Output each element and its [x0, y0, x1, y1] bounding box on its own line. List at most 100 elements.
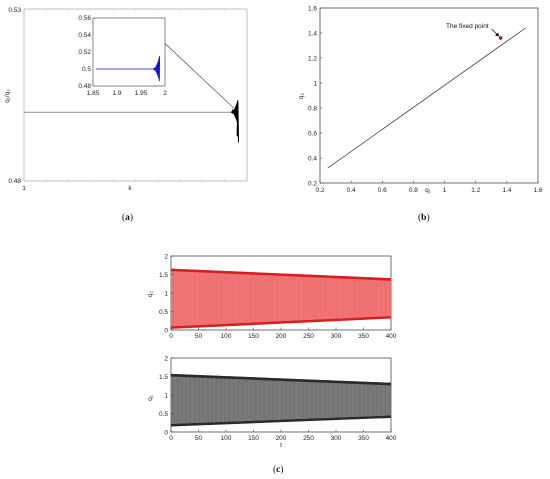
chart-c-bottom-xlabel: t [280, 442, 282, 449]
chart-c-bottom-band [171, 373, 391, 424]
chart-c-top-xtick-label: 400 [386, 333, 397, 340]
panel-label-part: ( [273, 464, 276, 475]
chart-a-ylabel: q₁/q₂ [4, 89, 11, 103]
chart-a-inset: 0.56 0.54 0.52 0.5 0.481.85 1.9 1.95 2 [78, 15, 237, 113]
chart-c-bottom-xtick-label: 100 [221, 435, 232, 442]
chart-b-frame [319, 7, 539, 184]
chart-b-panel-label: (b) [418, 212, 430, 223]
chart-c-bottom-plot: 0 50 100 150 200 250 300 350 400 0 0.5 1 1.5 2 [159, 355, 397, 442]
chart-b-xtick-label: 0.6 [378, 187, 387, 194]
chart-c-bottom-band-hatch [170, 373, 391, 424]
panel-label-part: ) [130, 212, 133, 223]
chart-c-bottom-xtick-label: 350 [358, 435, 369, 442]
chart-a-inset-ytick-label: 0.5 [82, 66, 91, 73]
chart-a-inset-connector [164, 43, 237, 111]
chart-a: 0.530.481 0.560.540.520.50.481.85 1.9 1.95… [4, 7, 248, 223]
chart-c-top-xtick-label: 300 [331, 333, 342, 340]
chart-a-inset-xtick-label: 1.9 [112, 90, 121, 97]
chart-c-panel-label: (c) [273, 464, 284, 475]
chart-c-bottom-ytick-label: 1 [164, 392, 168, 399]
chart-a-inset-ytick-label: 0.52 [78, 49, 91, 56]
chart-b-ytick-label: 1.6 [308, 5, 317, 12]
panel-label-part: ( [122, 212, 125, 223]
chart-b-xtick-label: 0.4 [347, 187, 356, 194]
chart-a-inset-ytick-label: 0.48 [78, 83, 91, 90]
chart-c-top-ytick-label: 1.5 [159, 272, 168, 279]
panel-label-part: ( [418, 212, 421, 223]
chart-a-ytick-label: 0.48 [8, 178, 21, 185]
chart-a-ytick-label: 0.53 [8, 7, 21, 14]
chart-b-ytick-label: 1.4 [308, 30, 317, 37]
chart-c-top-band [171, 268, 391, 327]
chart-c-bottom-ytick-label: 0.5 [159, 411, 168, 418]
chart-b-ytick-label: 0.8 [308, 105, 317, 112]
chart-c-bottom-xtick-label: 200 [276, 435, 287, 442]
chart-c-bottom-lower-envelope [171, 415, 391, 427]
chart-c-top-xtick-label: 250 [303, 333, 314, 340]
chart-a-inset-oscillation [152, 55, 161, 82]
chart-b-ytick-label: 1.2 [308, 55, 317, 62]
chart-b-xlabel: q₁ [425, 187, 432, 194]
chart-c-top-ytick-label: 0.5 [159, 309, 168, 316]
chart-a-inset-xtick-label: 2 [163, 90, 167, 97]
chart-b-ytick-label: 1 [313, 80, 317, 87]
chart-a-inset-ytick-label: 0.56 [78, 15, 91, 22]
chart-b-plot: 0.2 0.4 0.6 0.8 1 1.2 1.4 1.6 0.2 0.4 0.6 0.8 1 1.2 1.… [308, 5, 543, 194]
chart-b-ytick-label: 0.4 [308, 155, 317, 162]
chart-a-inset-frame [92, 17, 166, 87]
panel-label-part: ) [426, 212, 429, 223]
chart-c-bottom-upper-envelope [171, 373, 391, 386]
chart-b-series-line [327, 27, 526, 169]
chart-b-ytick-label: 0.2 [308, 180, 317, 187]
chart-c-top-ytick-label: 2 [164, 253, 168, 260]
chart-c-top-xtick-label: 100 [221, 333, 232, 340]
chart-a-xlabel: k [128, 185, 132, 192]
chart-c-top-xtick-label: 200 [276, 333, 287, 340]
chart-c-bottom-xtick-label: 150 [248, 435, 259, 442]
chart-c-top-plot: 0 50 100 150 200 250 300 350 400 0 0.5 1 1.5 2 [159, 253, 397, 340]
chart-a-panel-label: (a) [122, 212, 133, 223]
chart-c-top-lower-envelope [171, 315, 391, 329]
panel-label-part: ) [280, 464, 283, 475]
chart-c-top-ytick-label: 1 [164, 290, 168, 297]
chart-c-bottom: 0 50 100 150 200 250 300 350 400 0 0.5 1 1.5 2 q₁ t (… [147, 355, 397, 475]
chart-c-top-upper-envelope [171, 268, 391, 281]
chart-b-fixed-point [498, 36, 503, 40]
chart-a-xtick-label: 1 [22, 185, 26, 192]
chart-b-xtick-label: 1 [443, 187, 447, 194]
panel-label-part: b [421, 213, 426, 223]
chart-b-ylabel: q₂ [298, 92, 305, 99]
chart-c-top-ylabel: q₂ [147, 290, 154, 297]
chart-b-xtick-label: 1.6 [533, 187, 542, 194]
chart-a-arrowhead [231, 109, 236, 113]
chart-b-annotation: The fixed point [446, 23, 489, 30]
chart-c-top-xtick-label: 150 [248, 333, 259, 340]
chart-a-inset-xtick-label: 1.95 [135, 90, 148, 97]
chart-c-top-xtick-label: 350 [358, 333, 369, 340]
chart-c-top-band-hatch [170, 268, 391, 327]
chart-c-bottom-ytick-label: 2 [164, 355, 168, 362]
chart-c-top: 0 50 100 150 200 250 300 350 400 0 0.5 1 1.5 2 q₂ [147, 253, 397, 340]
chart-b: 0.2 0.4 0.6 0.8 1 1.2 1.4 1.6 0.2 0.4 0.6 0.8 1 1.2 1.… [298, 5, 543, 223]
chart-c-bottom-ylabel: q₁ [147, 394, 154, 401]
chart-c-top-ytick-label: 0 [164, 327, 168, 334]
chart-a-oscillation [231, 100, 240, 143]
chart-c-bottom-xtick-label: 50 [195, 435, 203, 442]
chart-c-bottom-xtick-label: 300 [331, 435, 342, 442]
chart-c-bottom-xtick-label: 0 [169, 435, 173, 442]
chart-c-bottom-ytick-label: 1.5 [159, 374, 168, 381]
chart-c-top-xtick-label: 50 [195, 333, 203, 340]
chart-b-xtick-label: 1.2 [471, 187, 480, 194]
chart-a-inset-xtick-label: 1.85 [87, 90, 100, 97]
chart-c-top-xtick-label: 0 [169, 333, 173, 340]
chart-b-ytick-label: 0.6 [308, 130, 317, 137]
chart-a-inset-ytick-label: 0.54 [78, 32, 91, 39]
chart-b-xtick-label: 0.8 [409, 187, 418, 194]
chart-b-annotation-arrowhead [495, 32, 500, 37]
chart-c-bottom-xtick-label: 250 [303, 435, 314, 442]
chart-c-bottom-ytick-label: 0 [164, 429, 168, 436]
panel-label-part: c [276, 465, 280, 475]
chart-b-xtick-label: 1.4 [502, 187, 511, 194]
chart-b-xtick-label: 0.2 [315, 187, 324, 194]
